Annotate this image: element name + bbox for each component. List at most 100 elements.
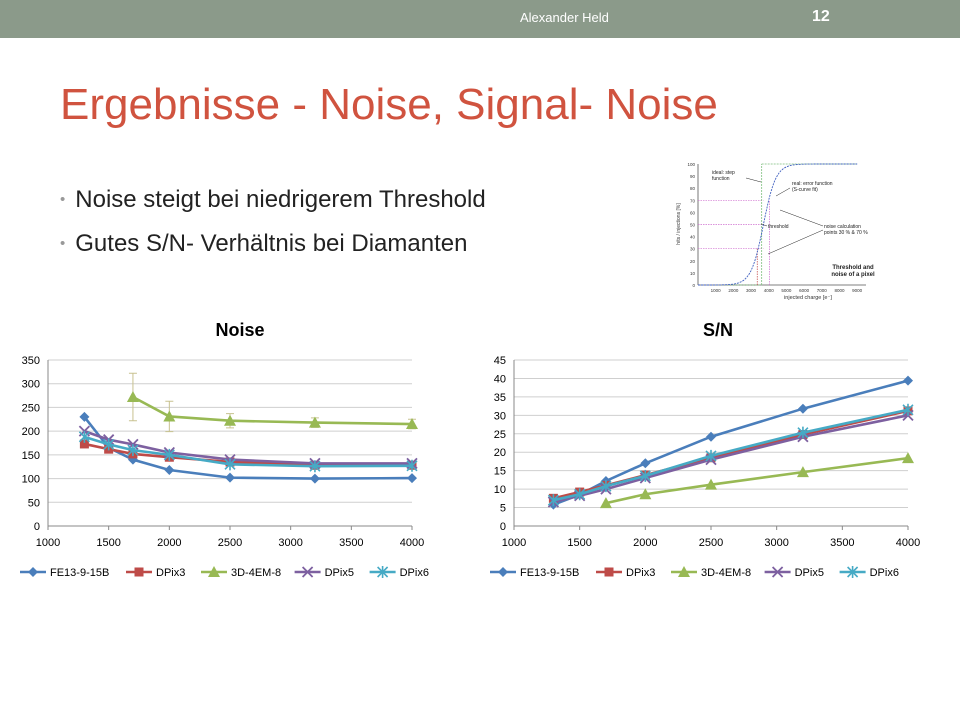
inset-y-label: hits / injections [%] <box>676 203 682 245</box>
data-point <box>164 465 175 476</box>
data-point <box>308 416 321 428</box>
inset-x-tick-label: 8000 <box>834 288 845 293</box>
data-point <box>407 473 417 484</box>
data-point <box>163 410 176 422</box>
data-point <box>639 488 652 500</box>
legend-entry: DPix3 <box>126 567 185 579</box>
series-3d-4em-8 <box>599 452 914 509</box>
inset-annotation-real: real: error function <box>792 181 833 187</box>
data-point <box>902 452 914 464</box>
data-point <box>406 418 418 430</box>
inset-annotation-ideal: function <box>712 176 730 182</box>
legend-marker <box>498 567 508 577</box>
inset-y-tick-label: 20 <box>690 259 696 264</box>
legend-entry: DPix5 <box>764 566 824 579</box>
chart-title: S/N <box>703 320 733 340</box>
y-tick-label: 350 <box>22 355 40 367</box>
inset-s-curve <box>698 163 858 286</box>
legend-label: FE13-9-15B <box>50 567 109 579</box>
legend-entry: DPix5 <box>294 566 354 579</box>
bullet-text: Gutes S/N- Verhältnis bei Diamanten <box>75 230 468 257</box>
chart-signal-to-noise: S/N 0 5 10 15 20 25 30 35 40 45 1000 1500 2000 2500 300… <box>490 320 920 579</box>
x-tick-label: 1500 <box>96 537 120 549</box>
legend-label: DPix6 <box>870 567 899 579</box>
author-name: Alexander Held <box>520 10 609 25</box>
inset-annotation-ideal: ideal: step <box>712 170 735 176</box>
legend-label: 3D-4EM-8 <box>701 567 751 579</box>
y-tick-label: 150 <box>22 450 40 462</box>
inset-y-tick-label: 80 <box>690 186 696 191</box>
y-tick-label: 35 <box>494 392 506 404</box>
legend-entry: DPix6 <box>369 566 429 579</box>
inset-y-tick-label: 0 <box>692 283 695 288</box>
legend-label: FE13-9-15B <box>520 567 579 579</box>
y-tick-label: 5 <box>500 503 506 515</box>
x-tick-label: 4000 <box>400 537 424 549</box>
series-line <box>132 395 413 426</box>
data-point <box>705 478 717 490</box>
y-tick-label: 30 <box>494 410 506 422</box>
legend-entry: DPix3 <box>596 567 655 579</box>
inset-x-tick-label: 4000 <box>764 288 775 293</box>
legend-label: DPix5 <box>795 567 824 579</box>
legend-entry: DPix6 <box>839 566 899 579</box>
data-point <box>225 472 235 483</box>
data-point <box>706 431 716 442</box>
data-point <box>640 458 651 469</box>
legend-label: 3D-4EM-8 <box>231 567 281 579</box>
chart-noise: Noise 0 50 100 150 200 250 300 350 1000 1500 2000 25… <box>20 320 429 579</box>
data-point <box>309 473 320 484</box>
bullet-dot-icon: • <box>60 191 66 208</box>
bullet-dot-icon: • <box>60 235 66 252</box>
x-tick-label: 1000 <box>36 537 60 549</box>
data-point <box>639 469 651 482</box>
data-point <box>103 438 115 451</box>
x-tick-label: 2500 <box>699 537 723 549</box>
legend-marker <box>134 567 144 577</box>
legend: FE13-9-15B DPix3 3D-4EM-8 DPix5 DPix6 <box>490 566 899 579</box>
data-point <box>903 375 913 386</box>
y-tick-label: 100 <box>22 474 40 486</box>
legend-entry: 3D-4EM-8 <box>671 566 751 579</box>
inset-y-tick-label: 100 <box>687 162 695 167</box>
y-tick-label: 20 <box>494 447 506 459</box>
inset-x-tick-label: 2000 <box>728 288 739 293</box>
data-point <box>127 444 139 457</box>
inset-y-tick-label: 90 <box>690 174 696 179</box>
y-tick-label: 300 <box>22 379 40 391</box>
inset-y-tick-label: 60 <box>690 210 696 215</box>
data-point <box>79 411 90 422</box>
bullet-text: Noise steigt bei niedrigerem Threshold <box>75 186 486 213</box>
data-point <box>902 403 914 416</box>
data-point <box>547 494 559 507</box>
legend-entry: FE13-9-15B <box>490 567 579 579</box>
data-point <box>705 449 717 462</box>
bullet-item: • Noise steigt bei niedrigerem Threshold <box>60 178 486 222</box>
inset-caption: Threshold and <box>832 265 874 271</box>
y-tick-label: 0 <box>34 521 40 533</box>
data-point <box>574 488 586 501</box>
header-bar: Alexander Held 12 <box>0 0 960 38</box>
inset-x-tick-label: 5000 <box>781 288 792 293</box>
inset-annotation-noise: noise calculation <box>824 224 861 230</box>
inset-x-tick-label: 1000 <box>711 288 722 293</box>
legend-label: DPix3 <box>626 567 655 579</box>
inset-annotation-arrows <box>745 177 824 255</box>
data-point <box>797 403 808 414</box>
legend-marker <box>771 566 784 578</box>
x-tick-label: 2500 <box>218 537 242 549</box>
legend-marker <box>377 566 389 578</box>
inset-background <box>668 152 898 302</box>
data-point <box>79 439 89 449</box>
x-tick-label: 1500 <box>567 537 591 549</box>
y-tick-label: 250 <box>22 402 40 414</box>
data-point <box>309 460 321 473</box>
x-tick-label: 2000 <box>157 537 181 549</box>
y-tick-label: 0 <box>500 521 506 533</box>
legend-marker <box>678 566 690 577</box>
y-tick-label: 50 <box>28 497 40 509</box>
data-point <box>163 448 175 461</box>
series-dpix5 <box>547 409 914 508</box>
y-tick-label: 15 <box>494 466 506 478</box>
data-point <box>224 458 236 471</box>
